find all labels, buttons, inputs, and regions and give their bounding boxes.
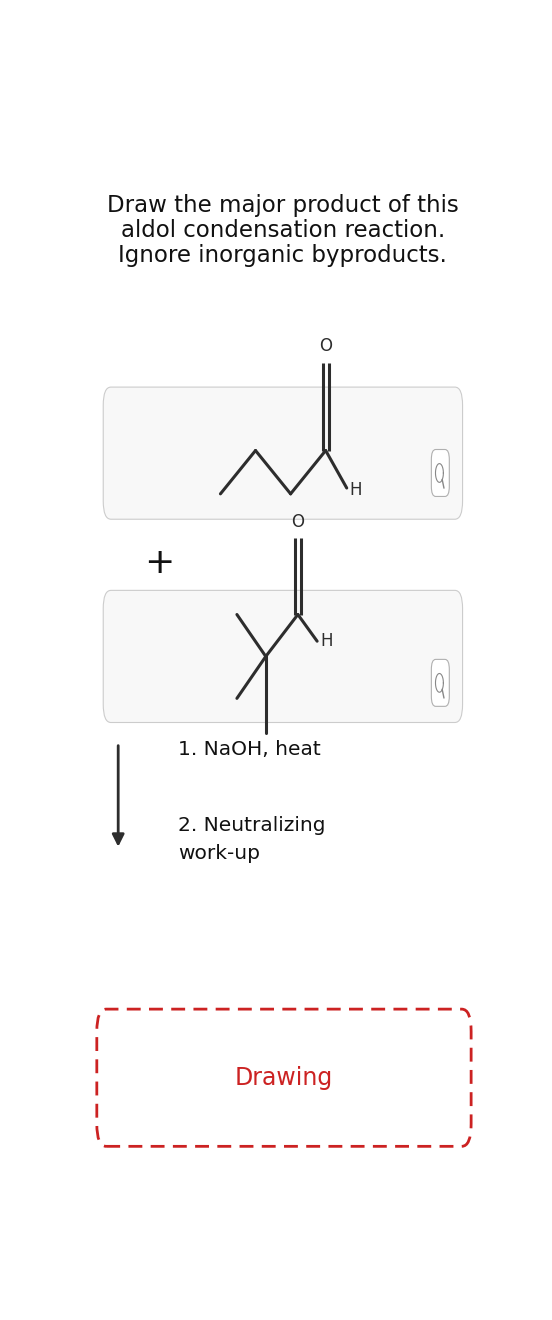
Text: 2. Neutralizing
work-up: 2. Neutralizing work-up <box>178 816 326 863</box>
Text: Drawing: Drawing <box>235 1065 333 1090</box>
FancyBboxPatch shape <box>431 450 449 496</box>
Text: aldol condensation reaction.: aldol condensation reaction. <box>121 219 445 242</box>
FancyBboxPatch shape <box>103 387 463 519</box>
Text: +: + <box>144 546 174 579</box>
Text: Draw the major product of this: Draw the major product of this <box>107 194 459 216</box>
Text: H: H <box>320 632 333 651</box>
Text: 1. NaOH, heat: 1. NaOH, heat <box>178 741 321 759</box>
Text: H: H <box>350 480 362 499</box>
FancyBboxPatch shape <box>103 590 463 722</box>
Text: O: O <box>319 337 332 355</box>
Text: Ignore inorganic byproducts.: Ignore inorganic byproducts. <box>119 244 447 268</box>
Text: O: O <box>291 513 304 531</box>
FancyBboxPatch shape <box>97 1008 471 1146</box>
FancyBboxPatch shape <box>431 660 449 706</box>
